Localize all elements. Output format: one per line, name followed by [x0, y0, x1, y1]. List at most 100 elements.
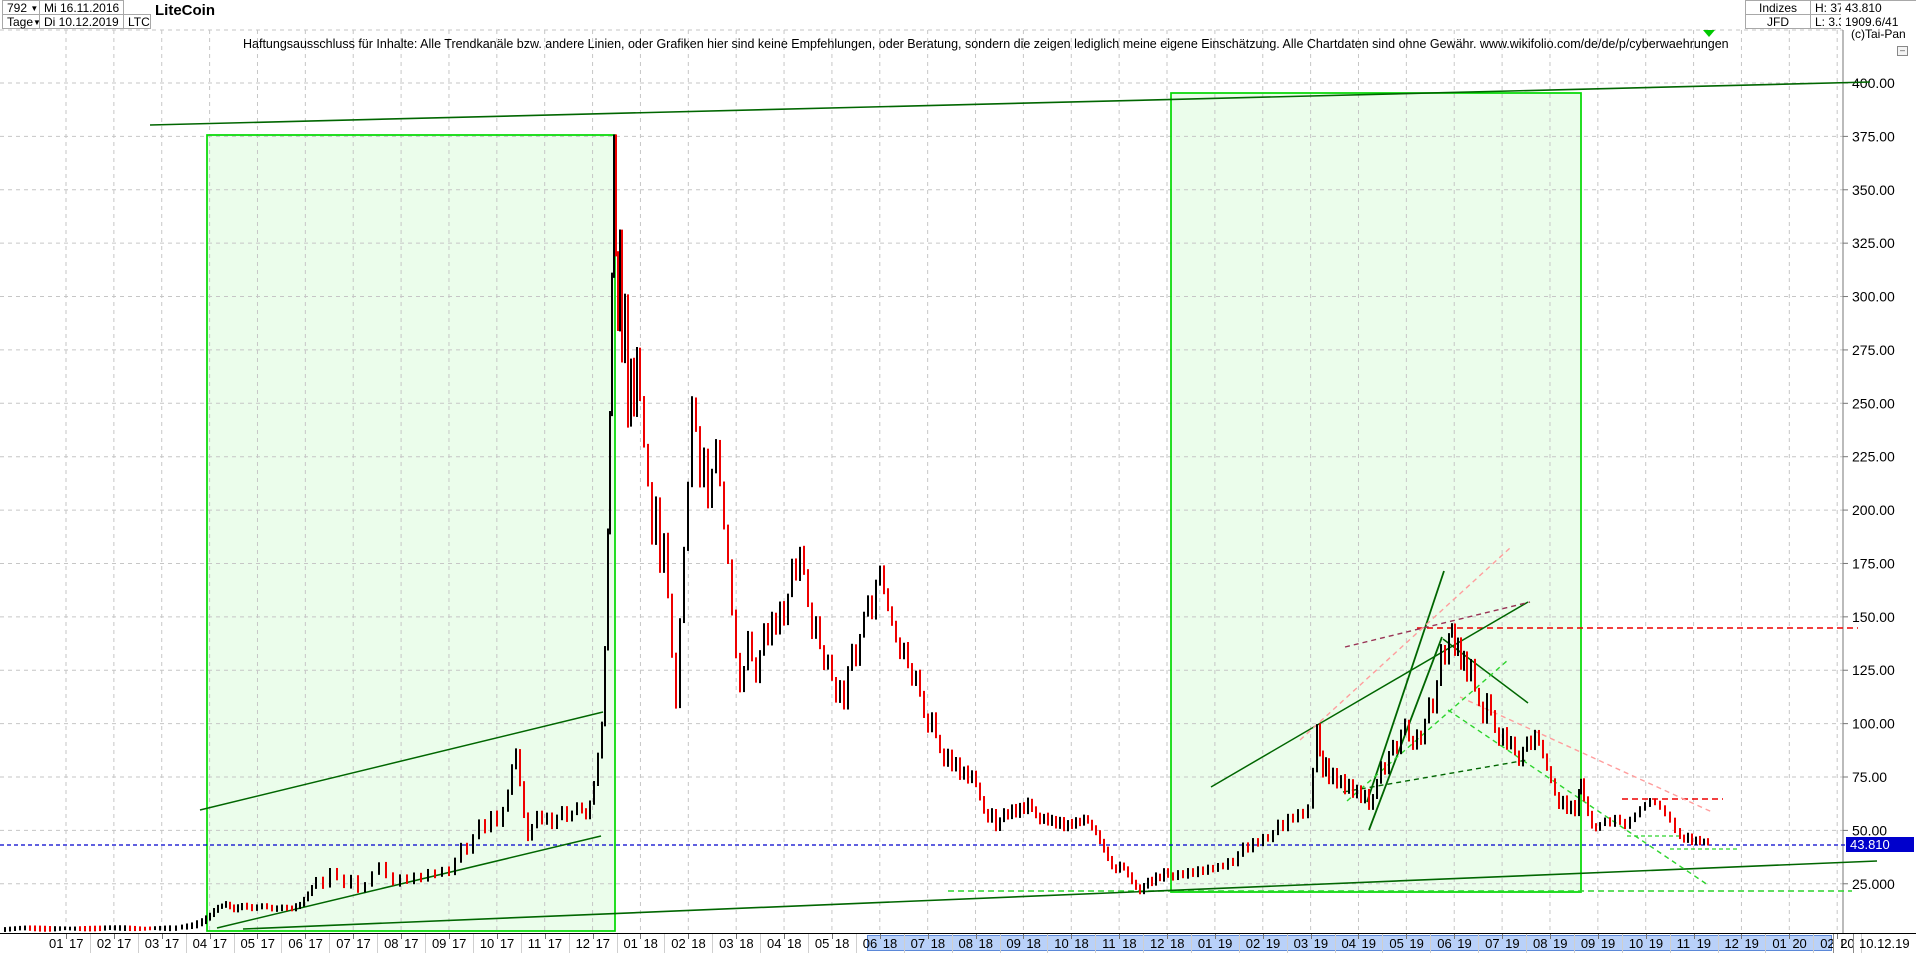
- month-separator: [329, 934, 331, 953]
- month-tick: [1693, 934, 1695, 939]
- month-label: 02: [96, 936, 112, 951]
- channel-box-fill: [207, 135, 615, 931]
- visible-range-scrollbar[interactable]: [867, 935, 1832, 951]
- source-bottom-cell: JFD: [1745, 14, 1811, 29]
- axis-label: 350.00: [1852, 182, 1895, 198]
- trend-line: [1366, 570, 1445, 803]
- year-label: 17: [69, 936, 84, 951]
- month-tick: [209, 934, 211, 939]
- month-label: 10: [1628, 936, 1644, 951]
- date-to: Di 10.12.2019: [44, 15, 119, 29]
- month-separator: [1478, 934, 1480, 953]
- month-separator: [1669, 934, 1671, 953]
- time-axis: 01 17 02 17 03 17 04 17 05 17 06 17 07 17 08 17 09 17 10 17…: [0, 933, 1916, 953]
- month-separator: [1430, 934, 1432, 953]
- month-label: 03: [144, 936, 160, 951]
- trend-line: [242, 860, 1878, 930]
- axis-label: 25.000: [1852, 876, 1895, 892]
- axis-separator: [1853, 934, 1854, 953]
- year-label: 18: [1074, 936, 1089, 951]
- month-separator: [1047, 934, 1049, 953]
- month-separator: [472, 934, 474, 953]
- month-label: 05: [814, 936, 830, 951]
- month-label: 01: [623, 936, 638, 951]
- month-separator: [281, 934, 283, 953]
- month-tick: [66, 934, 67, 939]
- month-separator: [903, 934, 905, 953]
- year-label: 17: [451, 936, 467, 951]
- trend-channel-box-fills: [207, 93, 1581, 931]
- month-separator: [1526, 934, 1528, 953]
- month-label: 05: [1389, 936, 1404, 951]
- year-label: 19: [1217, 936, 1233, 951]
- month-tick: [1549, 934, 1551, 939]
- month-label: 10: [479, 936, 495, 951]
- month-separator: [1861, 934, 1863, 953]
- year-label: 17: [260, 936, 275, 951]
- year-label: 18: [1026, 936, 1041, 951]
- month-separator: [1573, 934, 1575, 953]
- year-label: 19: [1361, 936, 1376, 951]
- month-separator: [185, 934, 187, 953]
- year-label: 20: [1840, 936, 1855, 951]
- year-label: 19: [1552, 936, 1568, 951]
- last-value: 43.810: [1841, 1, 1916, 15]
- month-label: 09: [1006, 936, 1021, 951]
- axis-label: 375.00: [1852, 128, 1895, 144]
- month-label: 04: [767, 936, 782, 951]
- month-separator: [1095, 934, 1097, 953]
- month-label: 08: [958, 936, 973, 951]
- month-label: 01: [1772, 936, 1787, 951]
- year-label: 17: [499, 936, 515, 951]
- trend-line: [1299, 547, 1511, 741]
- month-label: 08: [1532, 936, 1548, 951]
- month-label: 02: [671, 936, 686, 951]
- copyright-label: (c)Tai-Pan: [1851, 27, 1906, 41]
- axis-label: 150.00: [1852, 609, 1895, 625]
- month-separator: [760, 934, 762, 953]
- axis-label: 225.00: [1852, 449, 1895, 465]
- axis-label: 75.00: [1852, 769, 1887, 785]
- axis-label: 125.00: [1852, 662, 1895, 678]
- minimize-icon[interactable]: –: [1897, 46, 1908, 56]
- year-label: 19: [1457, 936, 1472, 951]
- month-label: 12: [575, 936, 591, 951]
- year-label: 19: [1648, 936, 1664, 951]
- month-separator: [999, 934, 1001, 953]
- month-tick: [784, 934, 786, 939]
- month-tick: [305, 934, 307, 939]
- month-tick: [879, 934, 881, 939]
- month-label: 07: [910, 936, 926, 951]
- date-to-cell: Di 10.12.2019: [39, 14, 124, 29]
- source-top: Indizes: [1758, 1, 1798, 15]
- month-tick: [1837, 934, 1839, 939]
- trend-lines: [149, 81, 1878, 930]
- month-separator: [1382, 934, 1384, 953]
- year-label: 19: [1696, 936, 1712, 951]
- month-tick: [448, 934, 450, 939]
- month-tick: [1167, 934, 1168, 939]
- month-tick: [1645, 934, 1647, 939]
- month-tick: [1262, 934, 1264, 939]
- meta-value: 1909.6/41: [1841, 15, 1916, 29]
- month-separator: [568, 934, 570, 953]
- trend-line: [199, 711, 604, 811]
- year-label: 18: [930, 936, 946, 951]
- trend-line: [1459, 696, 1713, 813]
- trend-line: [1210, 601, 1529, 788]
- year-label: 17: [356, 936, 371, 951]
- year-label: 19: [1313, 936, 1329, 951]
- year-label: 17: [116, 936, 132, 951]
- month-tick: [353, 934, 355, 939]
- axis-label: 100.00: [1852, 716, 1895, 732]
- month-tick: [257, 934, 259, 939]
- month-label: 05: [240, 936, 255, 951]
- month-label: 01: [49, 936, 64, 951]
- month-tick: [401, 934, 403, 939]
- cursor-label: L: [1840, 936, 1848, 951]
- month-tick: [736, 934, 738, 939]
- month-label: 10: [1054, 936, 1069, 951]
- month-tick: [640, 934, 642, 939]
